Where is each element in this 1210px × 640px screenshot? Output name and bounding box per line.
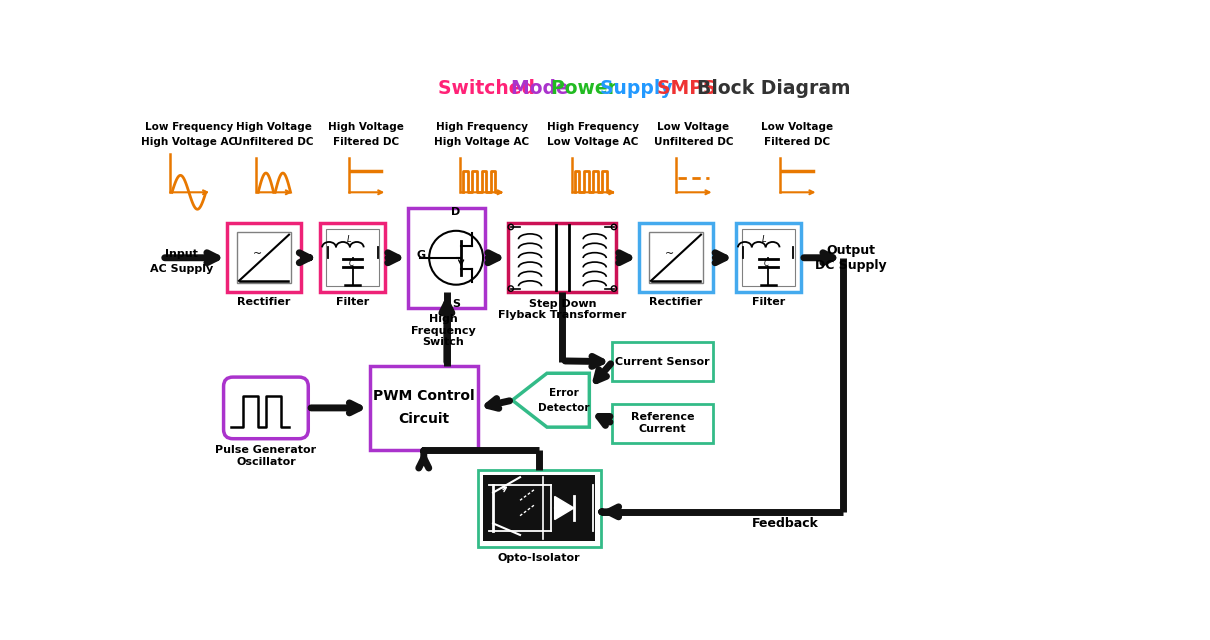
FancyBboxPatch shape bbox=[612, 342, 713, 381]
Text: High: High bbox=[428, 314, 457, 324]
Text: Switch: Switch bbox=[422, 337, 463, 348]
Text: DC Supply: DC Supply bbox=[816, 259, 887, 272]
Text: High Frequency: High Frequency bbox=[547, 122, 639, 132]
Text: ~: ~ bbox=[253, 249, 263, 259]
FancyBboxPatch shape bbox=[508, 223, 616, 292]
Text: Rectifier: Rectifier bbox=[650, 296, 703, 307]
Text: Current Sensor: Current Sensor bbox=[615, 356, 710, 367]
Text: C: C bbox=[348, 259, 353, 268]
Text: Rectifier: Rectifier bbox=[237, 296, 290, 307]
Text: Filtered DC: Filtered DC bbox=[333, 137, 399, 147]
Text: Error: Error bbox=[549, 387, 578, 397]
Text: Opto-Isolator: Opto-Isolator bbox=[499, 553, 581, 563]
FancyBboxPatch shape bbox=[742, 229, 795, 286]
FancyBboxPatch shape bbox=[319, 223, 385, 292]
Text: Low Voltage: Low Voltage bbox=[657, 122, 730, 132]
Text: Power: Power bbox=[552, 79, 624, 98]
Text: Unfiltered DC: Unfiltered DC bbox=[653, 137, 733, 147]
Text: Filtered DC: Filtered DC bbox=[765, 137, 830, 147]
Text: Low Voltage: Low Voltage bbox=[761, 122, 834, 132]
Text: Current: Current bbox=[639, 424, 686, 435]
Text: Supply: Supply bbox=[600, 79, 679, 98]
Text: Block Diagram: Block Diagram bbox=[697, 79, 851, 98]
Text: D: D bbox=[451, 207, 461, 217]
FancyBboxPatch shape bbox=[325, 229, 379, 286]
Text: High Voltage: High Voltage bbox=[236, 122, 311, 132]
FancyBboxPatch shape bbox=[237, 232, 292, 283]
Text: Reference: Reference bbox=[630, 412, 695, 422]
Text: ~: ~ bbox=[666, 249, 674, 259]
FancyBboxPatch shape bbox=[483, 475, 595, 541]
FancyBboxPatch shape bbox=[227, 223, 300, 292]
FancyBboxPatch shape bbox=[649, 232, 703, 283]
Text: Low Voltage AC: Low Voltage AC bbox=[547, 137, 639, 147]
Text: Switched: Switched bbox=[438, 79, 542, 98]
Text: Output: Output bbox=[826, 244, 876, 257]
FancyBboxPatch shape bbox=[639, 223, 713, 292]
Text: Mode: Mode bbox=[511, 79, 575, 98]
Text: L: L bbox=[762, 235, 767, 244]
Text: Filter: Filter bbox=[336, 296, 369, 307]
FancyBboxPatch shape bbox=[736, 223, 801, 292]
Text: Detector: Detector bbox=[538, 403, 589, 413]
Text: Input: Input bbox=[165, 249, 197, 259]
Text: G: G bbox=[416, 250, 425, 260]
Text: SMPS: SMPS bbox=[657, 79, 722, 98]
Text: High Voltage AC: High Voltage AC bbox=[142, 137, 236, 147]
Text: L: L bbox=[346, 235, 351, 244]
Text: Low Frequency: Low Frequency bbox=[145, 122, 234, 132]
Text: Frequency: Frequency bbox=[410, 326, 476, 336]
Text: Step Down: Step Down bbox=[529, 299, 597, 309]
Text: Circuit: Circuit bbox=[398, 412, 449, 426]
Text: Oscillator: Oscillator bbox=[236, 457, 295, 467]
Polygon shape bbox=[554, 497, 574, 520]
Text: Pulse Generator: Pulse Generator bbox=[215, 445, 317, 455]
Text: C: C bbox=[765, 259, 770, 268]
Text: High Frequency: High Frequency bbox=[436, 122, 528, 132]
FancyBboxPatch shape bbox=[478, 470, 601, 547]
Text: High Voltage: High Voltage bbox=[328, 122, 404, 132]
FancyBboxPatch shape bbox=[370, 365, 478, 451]
Text: AC Supply: AC Supply bbox=[150, 264, 213, 275]
FancyBboxPatch shape bbox=[408, 208, 485, 308]
Text: PWM Control: PWM Control bbox=[373, 389, 474, 403]
Text: Flyback Transformer: Flyback Transformer bbox=[499, 310, 627, 321]
Text: Unfiltered DC: Unfiltered DC bbox=[234, 137, 313, 147]
Text: Filter: Filter bbox=[751, 296, 785, 307]
Text: S: S bbox=[453, 298, 460, 308]
FancyBboxPatch shape bbox=[224, 377, 309, 438]
Text: High Voltage AC: High Voltage AC bbox=[434, 137, 529, 147]
Text: Feedback: Feedback bbox=[753, 517, 819, 530]
FancyBboxPatch shape bbox=[612, 404, 713, 442]
